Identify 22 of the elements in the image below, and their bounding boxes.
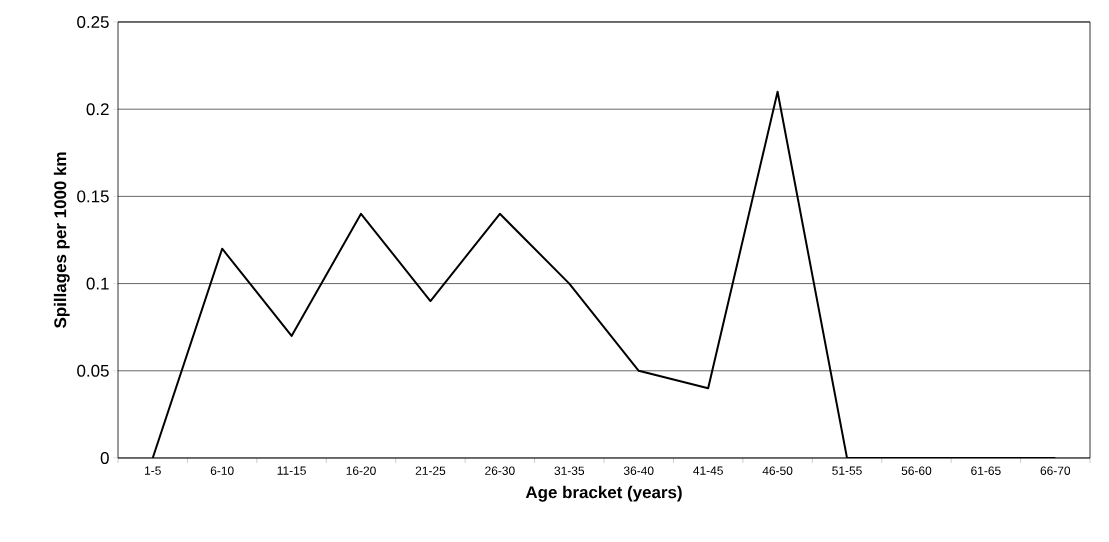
x-tick-label: 16-20: [346, 466, 376, 475]
x-tick-label: 51-55: [832, 466, 862, 475]
x-tick-label: 1-5: [144, 466, 161, 475]
y-tick-label: 0.1: [86, 277, 109, 290]
y-tick-label: 0.05: [77, 364, 109, 377]
x-axis-title: Age bracket (years): [525, 485, 682, 502]
x-tick-label: 11-15: [277, 466, 306, 475]
x-tick-label: 56-60: [901, 466, 932, 475]
x-tick-label: 61-65: [971, 466, 1001, 475]
y-tick-label: 0.15: [77, 190, 109, 203]
x-tick-label: 46-50: [762, 466, 793, 475]
y-tick-label: 0.25: [77, 15, 109, 28]
y-tick-label: 0: [100, 451, 109, 464]
y-tick-label: 0.2: [86, 103, 109, 116]
x-tick-label: 31-35: [554, 466, 585, 475]
x-tick-label: 26-30: [485, 466, 515, 475]
x-tick-label: 41-45: [693, 466, 723, 475]
x-tick-label: 6-10: [210, 466, 234, 475]
x-tick-label: 36-40: [623, 466, 654, 475]
x-tick-label: 66-70: [1040, 466, 1071, 475]
y-axis-title: Spillages per 1000 km: [53, 152, 70, 328]
x-tick-label: 21-25: [415, 466, 446, 475]
